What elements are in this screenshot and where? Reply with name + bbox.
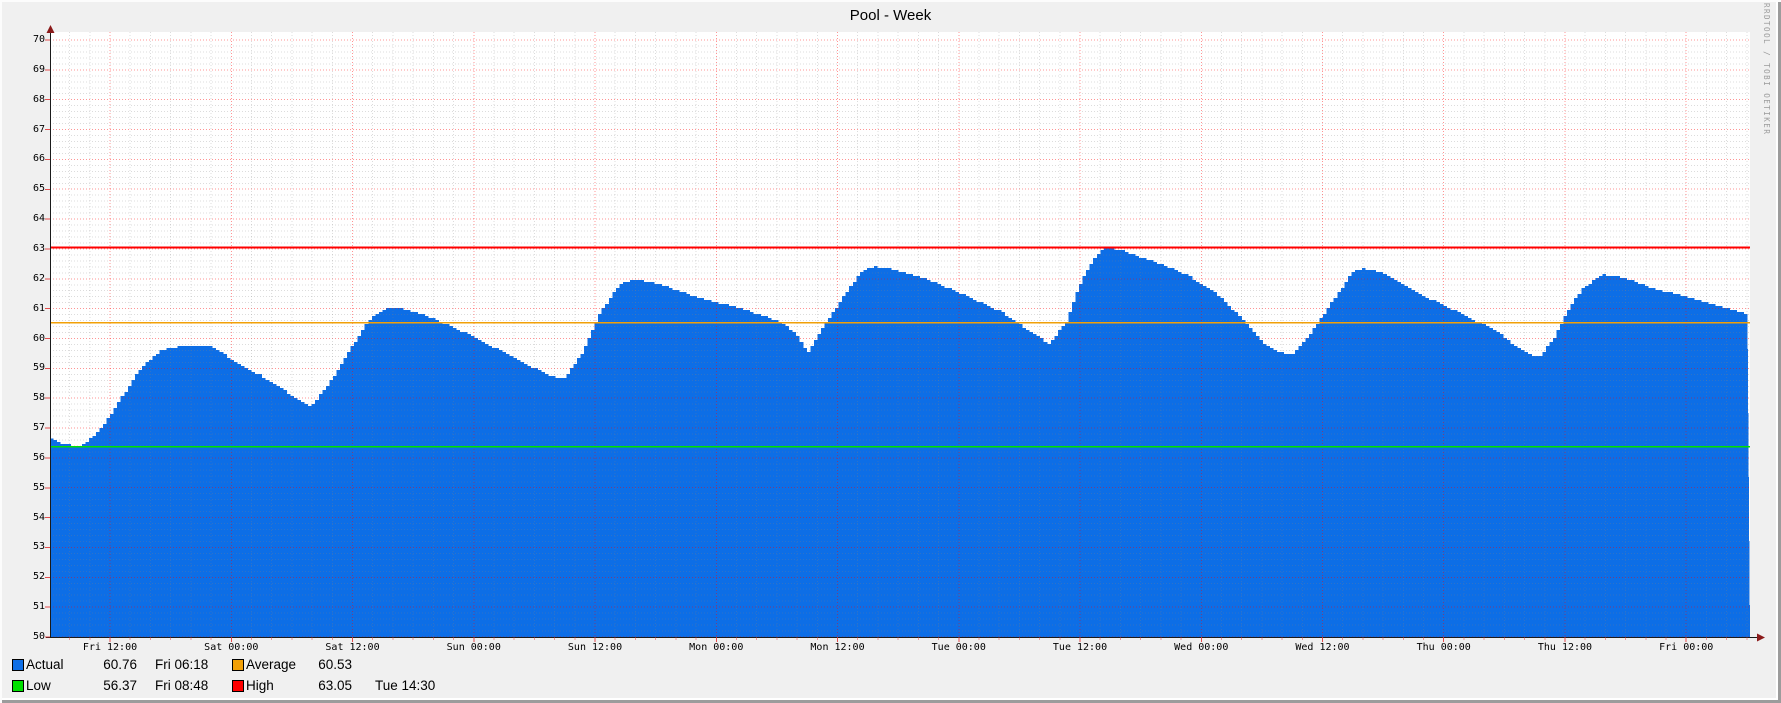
- legend-time: Fri 06:18: [155, 657, 209, 672]
- x-axis-label: Wed 12:00: [1295, 642, 1350, 653]
- y-axis-label: 52: [32, 571, 45, 583]
- legend-time: Tue 14:30: [375, 678, 436, 693]
- y-axis-label: 56: [32, 451, 45, 463]
- y-axis-label: 60: [32, 332, 45, 344]
- x-axis-label: Tue 12:00: [1052, 642, 1108, 653]
- legend-time: Fri 08:48: [155, 678, 209, 693]
- y-axis-label: 51: [32, 601, 45, 613]
- y-axis-label: 64: [32, 213, 45, 225]
- legend-row-2: Low 56.37 Fri 08:48 High 63.05 Tue 14:30: [0, 678, 1781, 696]
- y-axis-label: 53: [32, 541, 45, 553]
- legend-label: Average: [246, 657, 297, 672]
- y-axis-label: 70: [32, 34, 45, 45]
- legend-label: Low: [26, 678, 51, 693]
- chart-title: Pool - Week: [849, 7, 932, 24]
- legend-value: 60.53: [318, 657, 352, 672]
- y-axis-label: 59: [32, 362, 45, 374]
- x-axis-label: Thu 12:00: [1537, 642, 1593, 653]
- y-axis-label: 68: [32, 93, 45, 105]
- legend-value: 60.76: [103, 657, 137, 672]
- x-axis-label: Mon 12:00: [810, 642, 865, 653]
- x-axis-label: Sun 00:00: [446, 642, 501, 653]
- x-axis-label: Thu 00:00: [1416, 642, 1471, 653]
- y-axis-label: 65: [32, 183, 45, 195]
- y-axis-label: 55: [32, 481, 45, 493]
- y-axis-label: 63: [32, 242, 45, 254]
- low-swatch-icon: [12, 680, 24, 692]
- y-axis-label: 62: [32, 272, 45, 284]
- rrdtool-watermark: RRDTOOL / TOBI OETIKER: [1762, 3, 1771, 136]
- y-axis-label: 67: [32, 123, 45, 135]
- legend-label: Actual: [26, 657, 64, 672]
- y-axis-label: 61: [32, 302, 45, 314]
- x-axis-label: Sat 12:00: [325, 642, 380, 653]
- legend-label: High: [246, 678, 274, 693]
- legend-value: 63.05: [318, 678, 352, 693]
- x-axis-label: Mon 00:00: [689, 642, 744, 653]
- legend-value: 56.37: [103, 678, 137, 693]
- x-axis-label: Wed 00:00: [1174, 642, 1229, 653]
- x-axis-label: Tue 00:00: [931, 642, 986, 653]
- x-axis-label: Fri 12:00: [82, 642, 138, 653]
- y-axis-label: 54: [32, 511, 45, 523]
- average-swatch-icon: [232, 659, 244, 671]
- x-axis-label: Sun 12:00: [567, 642, 623, 653]
- high-swatch-icon: [232, 680, 244, 692]
- y-axis-label: 66: [32, 153, 45, 165]
- actual-swatch-icon: [12, 659, 24, 671]
- y-axis-label: 57: [32, 422, 45, 434]
- y-axis-label: 69: [32, 63, 45, 75]
- legend-row-1: Actual 60.76 Fri 06:18 Average 60.53: [0, 657, 1781, 675]
- y-axis-label: 50: [32, 631, 45, 642]
- x-axis-label: Fri 00:00: [1659, 642, 1714, 653]
- y-axis-label: 58: [32, 392, 45, 404]
- x-axis-label: Sat 00:00: [204, 642, 259, 653]
